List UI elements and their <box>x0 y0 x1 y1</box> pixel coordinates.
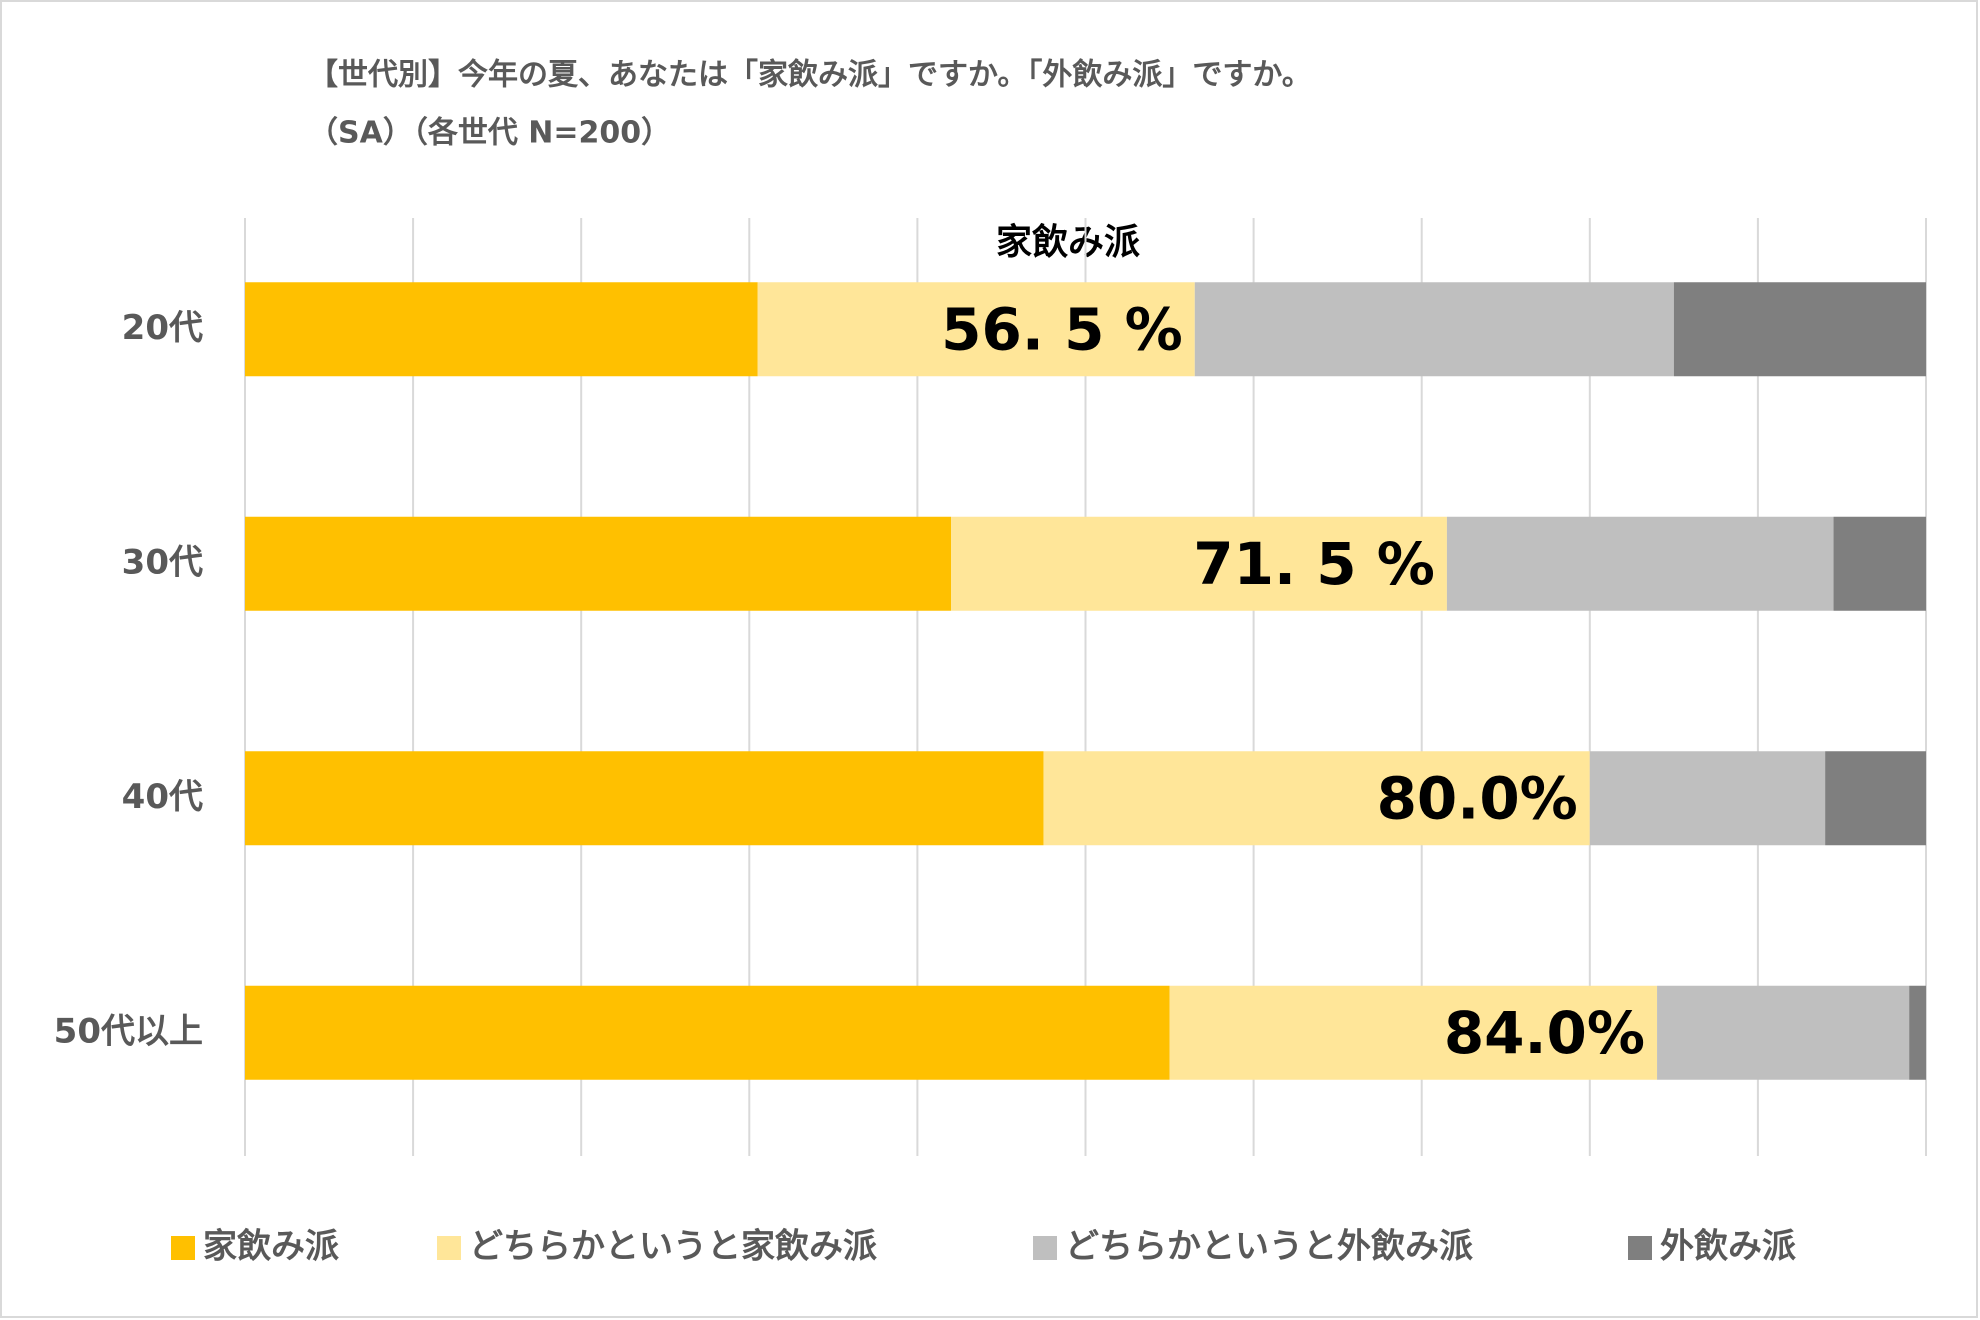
bar-segment <box>1673 282 1926 377</box>
legend-swatch <box>1033 1236 1057 1260</box>
bar-segment <box>245 985 1170 1080</box>
legend-label: どちらかというと外飲み派 <box>1065 1227 1473 1267</box>
bar-segment <box>1657 985 1910 1080</box>
y-tick-label: 40代 <box>122 777 203 817</box>
legend-swatch <box>171 1236 195 1260</box>
bar-segment <box>245 751 1044 846</box>
legend-label: 家飲み派 <box>203 1227 339 1267</box>
data-label: 80.0% <box>1377 764 1578 832</box>
legend-swatch <box>437 1236 461 1260</box>
bar-segment <box>1043 751 1590 846</box>
annotation: 家飲み派 <box>996 222 1140 263</box>
bar-segment <box>1909 985 1926 1080</box>
bar-segment <box>245 516 952 611</box>
chart-title: 【世代別】今年の夏、あなたは「家飲み派」ですか。「外飲み派」ですか。 <box>308 58 1312 93</box>
bar-segment <box>1194 282 1674 377</box>
legend-label: どちらかというと家飲み派 <box>469 1227 877 1267</box>
bar-segment <box>757 282 1195 377</box>
bar-segment <box>1589 751 1826 846</box>
y-tick-label: 50代以上 <box>54 1011 203 1051</box>
data-label: 71. 5 % <box>1193 530 1435 598</box>
bar-segment <box>1833 516 1926 611</box>
data-label: 56. 5 % <box>941 295 1183 363</box>
data-label: 84.0% <box>1444 999 1645 1067</box>
chart-subtitle: （SA）（各世代 N=200） <box>308 116 671 151</box>
bar-segment <box>1446 516 1834 611</box>
y-tick-label: 30代 <box>122 542 203 582</box>
bar-segment <box>951 516 1447 611</box>
y-tick-label: 20代 <box>122 308 203 348</box>
legend-label: 外飲み派 <box>1660 1227 1796 1267</box>
bar-segment <box>1825 751 1926 846</box>
bar-segment <box>245 282 758 377</box>
legend-swatch <box>1628 1236 1652 1260</box>
bar-segment <box>1169 985 1658 1080</box>
